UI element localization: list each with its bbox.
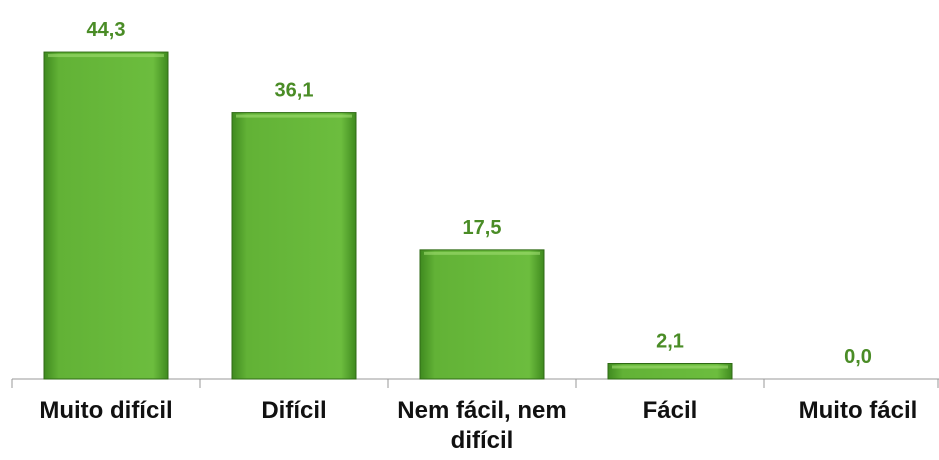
bar-highlight [48,54,164,58]
x-tick-label: Difícil [261,397,327,424]
bar-highlight [236,114,352,118]
data-label: 17,5 [463,217,502,239]
data-label: 44,3 [87,19,126,41]
x-tick-label: Muito difícil [39,397,173,424]
bar [419,249,545,380]
x-tick-label: Muito fácil [798,397,918,424]
data-label: 2,1 [656,331,684,353]
bar [43,51,169,380]
data-label: 36,1 [275,80,314,102]
bar-highlight [424,251,540,255]
bar [231,112,357,380]
x-tick-label: Fácil [642,397,698,424]
data-label: 0,0 [844,346,872,368]
x-tick-label: Nem fácil, nem difícil [397,397,567,454]
bar-highlight [612,365,728,369]
